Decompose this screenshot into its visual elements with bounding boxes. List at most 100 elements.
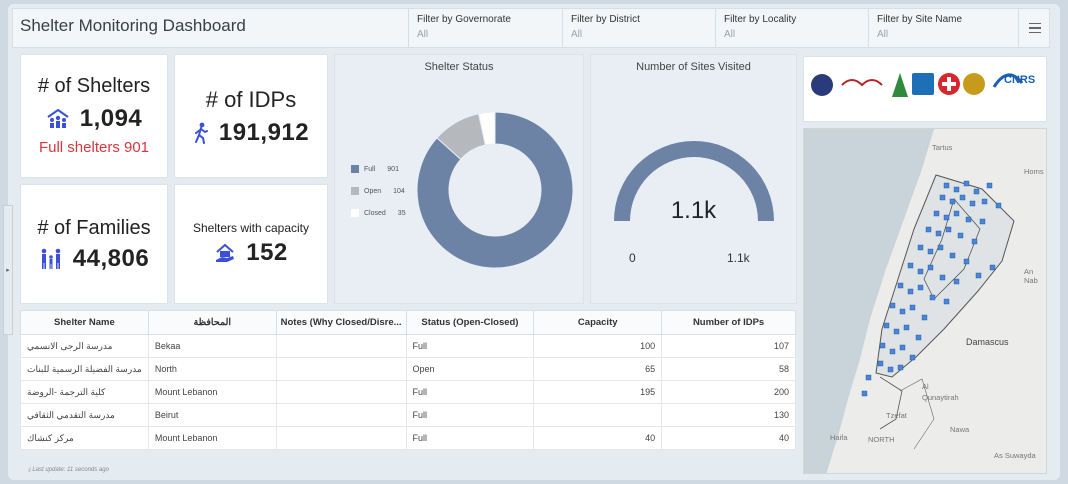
filter-site-name[interactable]: Filter by Site Name All — [868, 8, 1018, 48]
family-icon — [41, 248, 61, 269]
legend-label: Closed — [364, 209, 386, 217]
map-label-as-suwayda: As Suwayda — [994, 451, 1036, 460]
legend-swatch — [351, 165, 359, 173]
cell-notes — [275, 426, 407, 450]
map-label-haifa: Haifa — [830, 433, 848, 442]
cell-shelter-name: مدرسة التقدمي الثقافي — [20, 403, 149, 427]
house-hand-icon — [216, 243, 235, 262]
cell-governorate: Bekaa — [147, 334, 277, 358]
column-header-notes[interactable]: Notes (Why Closed/Disre... — [275, 310, 407, 335]
last-update-label: Last update: 11 seconds ago — [32, 467, 109, 473]
cell-status: Full — [405, 426, 535, 450]
idps-stat: 191,912 — [175, 119, 327, 147]
table-header-row: Shelter Name المحافظة Notes (Why Closed/… — [20, 310, 796, 335]
table-row[interactable]: مدرسة التقدمي الثقافي Beirut Full 130 — [20, 403, 796, 427]
legend-value: 35 — [397, 209, 406, 217]
cell-shelter-name: مدرسة الرجى الانسمي — [20, 334, 149, 358]
cell-capacity — [533, 403, 663, 427]
families-label: # of Families — [37, 217, 151, 239]
legend-item-full[interactable]: Full 901 — [351, 165, 399, 173]
chart-title: Shelter Status — [424, 61, 494, 73]
cell-shelter-name: كلية الترجمة -الروضة — [20, 380, 149, 404]
shelter-people-icon — [47, 109, 69, 128]
cell-status: Full — [405, 334, 535, 358]
legend-label: Full — [364, 165, 376, 173]
cell-status: Full — [405, 403, 535, 427]
filter-governorate[interactable]: Filter by Governorate All — [408, 8, 562, 48]
cell-idps: 40 — [661, 426, 796, 450]
column-header-idps[interactable]: Number of IDPs — [661, 310, 796, 335]
filter-label: Filter by Locality — [724, 14, 797, 25]
donut-svg — [416, 111, 574, 269]
filter-district[interactable]: Filter by District All — [562, 8, 715, 48]
legend-value: 104 — [393, 187, 405, 195]
table-row[interactable]: مدرسة الفضيلة الرسمية للبنات North Open … — [20, 357, 796, 381]
cell-idps: 58 — [661, 357, 796, 381]
table-row[interactable]: كلية الترجمة -الروضة Mount Lebanon Full … — [20, 380, 796, 404]
column-header-status[interactable]: Status (Open-Closed) — [405, 310, 535, 335]
cell-shelter-name: مدرسة الفضيلة الرسمية للبنات — [20, 357, 149, 381]
cell-governorate: North — [147, 357, 277, 381]
map-label-north: NORTH — [868, 435, 895, 444]
cell-governorate: Beirut — [147, 403, 277, 427]
ministry-logo-icon — [841, 79, 883, 87]
cedar-icon — [892, 73, 908, 97]
filter-value: All — [877, 29, 889, 40]
gauge-fill — [614, 141, 774, 221]
donut-slice-full[interactable] — [416, 111, 574, 269]
undp-logo-icon — [912, 73, 934, 95]
cell-idps: 200 — [661, 380, 796, 404]
column-header-capacity[interactable]: Capacity — [533, 310, 663, 335]
legend-label: Open — [364, 187, 382, 195]
cell-capacity: 195 — [533, 380, 663, 404]
column-header-governorate[interactable]: المحافظة — [147, 310, 277, 335]
menu-icon[interactable] — [1018, 8, 1050, 48]
cell-notes — [275, 403, 407, 427]
gauge-value: 1.1k — [670, 197, 717, 224]
donut-slice-closed[interactable] — [478, 111, 496, 146]
map-label-nawa: Nawa — [950, 425, 970, 434]
shelters-table: Shelter Name المحافظة Notes (Why Closed/… — [20, 310, 796, 450]
filter-label: Filter by Governorate — [417, 14, 511, 25]
cell-notes — [275, 357, 407, 381]
idps-label: # of IDPs — [205, 87, 297, 112]
map-label-tzefat: Tzefat — [886, 411, 907, 420]
gauge-min-label: 0 — [629, 251, 636, 265]
cell-shelter-name: مركز كنشاك — [20, 426, 149, 450]
column-header-shelter-name[interactable]: Shelter Name — [20, 310, 149, 335]
map-label-an-nab: An Nab — [1024, 267, 1038, 285]
filter-label: Filter by District — [571, 14, 640, 25]
civil-defense-icon — [963, 73, 985, 95]
cell-idps: 107 — [661, 334, 796, 358]
shelters-label: # of Shelters — [37, 75, 151, 97]
svg-text:CNRS: CNRS — [1004, 74, 1035, 86]
army-emblem-icon — [811, 74, 833, 96]
legend-value: 901 — [387, 165, 399, 173]
shelter-markers — [861, 180, 1002, 397]
cell-capacity: 100 — [533, 334, 663, 358]
filter-locality[interactable]: Filter by Locality All — [715, 8, 868, 48]
cell-capacity: 65 — [533, 357, 663, 381]
legend-item-open[interactable]: Open 104 — [351, 187, 405, 195]
shelters-map[interactable]: Tartus Homs An Nab Damascus Al Qunaytira… — [803, 128, 1047, 474]
cell-capacity: 40 — [533, 426, 663, 450]
filter-value: All — [417, 29, 429, 40]
header-bar — [12, 8, 1050, 48]
gauge-svg — [614, 141, 774, 221]
idps-card: # of IDPs 191,912 — [174, 54, 328, 178]
map-canvas[interactable] — [804, 129, 1047, 474]
map-label-quneitra: Al Qunaytirah — [922, 382, 959, 402]
shelters-stat: 1,094 — [21, 105, 167, 133]
idps-value: 191,912 — [218, 119, 310, 146]
table-row[interactable]: مركز كنشاك Mount Lebanon Full 40 40 — [20, 426, 796, 450]
filter-value: All — [571, 29, 583, 40]
side-panel-toggle[interactable]: ▸ — [3, 205, 13, 335]
partner-logos-image: CNRS — [811, 73, 1035, 97]
legend-item-closed[interactable]: Closed 35 — [351, 209, 406, 217]
table-row[interactable]: مدرسة الرجى الانسمي Bekaa Full 100 107 — [20, 334, 796, 358]
filter-label: Filter by Site Name — [877, 14, 963, 25]
shelters-value: 1,094 — [79, 105, 143, 132]
cell-notes — [275, 334, 407, 358]
cell-status: Open — [405, 357, 535, 381]
walking-person-icon — [194, 122, 208, 144]
